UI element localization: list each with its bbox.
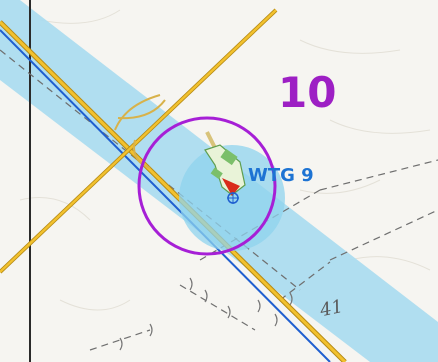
turbine-label: WTG 9 (248, 165, 314, 186)
turbine-hardstand (204, 144, 246, 196)
water-line (0, 29, 331, 362)
turbine-buffer-ring (137, 116, 277, 256)
intersection-curves (114, 94, 166, 169)
main-road (0, 20, 347, 362)
turbine-marker[interactable] (222, 178, 240, 196)
topo-texture (19, 9, 431, 311)
sheet-number: 10 (278, 68, 336, 117)
cross-road (0, 9, 277, 273)
vegetation-patch-1 (220, 148, 238, 166)
vegetation-patch-2 (210, 167, 223, 180)
ground-symbols (119, 277, 293, 351)
contour-label: 41 (317, 296, 345, 322)
